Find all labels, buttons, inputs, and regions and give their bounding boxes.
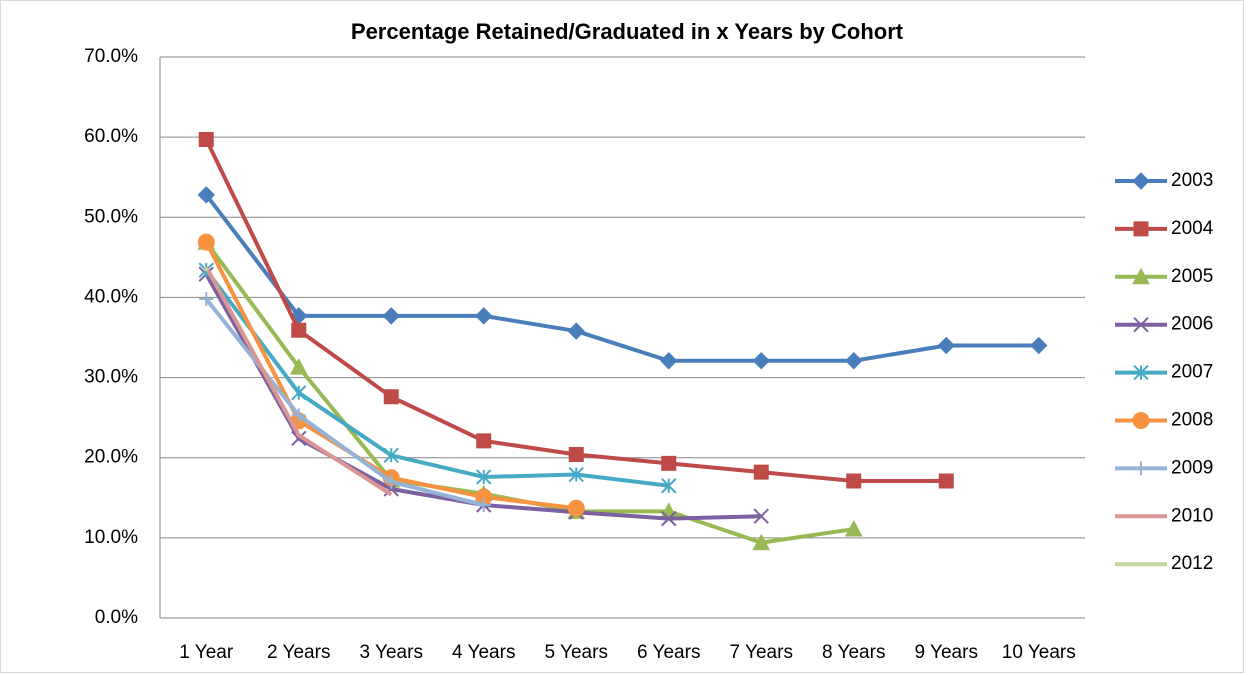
- data-point: [937, 336, 955, 355]
- x-tick-label: 6 Years: [637, 642, 700, 663]
- data-point: [845, 352, 863, 370]
- legend-label: 2008: [1171, 410, 1213, 431]
- data-point: [291, 385, 307, 401]
- y-tick-label: 60.0%: [84, 126, 138, 147]
- series-line: [204, 193, 1039, 363]
- data-point: [289, 358, 308, 375]
- legend-marker: [1133, 316, 1149, 333]
- x-tick-label: 9 Years: [915, 642, 978, 663]
- x-tick-label: 10 Years: [1002, 642, 1076, 663]
- data-point: [752, 352, 770, 370]
- y-tick-label: 70.0%: [84, 46, 138, 67]
- data-point: [568, 447, 584, 463]
- x-tick-label: 7 Years: [730, 642, 793, 663]
- data-point: [753, 508, 769, 524]
- data-point: [844, 519, 863, 537]
- data-point: [383, 447, 399, 464]
- data-point: [661, 455, 677, 471]
- y-tick-label: 0.0%: [95, 607, 138, 628]
- data-point: [938, 473, 954, 489]
- data-point: [197, 233, 215, 251]
- data-point: [291, 322, 307, 338]
- legend-marker: [1133, 221, 1149, 237]
- legend-label: 2012: [1171, 553, 1213, 574]
- y-tick-label: 20.0%: [84, 447, 138, 468]
- y-tick-label: 10.0%: [84, 527, 138, 548]
- legend-label: 2009: [1171, 457, 1213, 478]
- y-tick-label: 30.0%: [84, 367, 138, 388]
- legend-label: 2005: [1171, 266, 1213, 287]
- chart-title: Percentage Retained/Graduated in x Years…: [351, 19, 904, 44]
- data-point: [197, 186, 215, 204]
- legend-label: 2003: [1171, 170, 1213, 191]
- data-point: [199, 292, 214, 307]
- x-tick-label: 2 Years: [267, 642, 330, 663]
- legend-marker: [1132, 172, 1150, 190]
- legend-label: 2007: [1171, 362, 1213, 383]
- legend-marker: [1132, 267, 1150, 285]
- data-point: [846, 473, 862, 489]
- data-point: [752, 533, 771, 551]
- legend-marker: [1134, 461, 1148, 476]
- data-point: [476, 497, 491, 512]
- series-line: [204, 297, 485, 507]
- data-point: [660, 352, 678, 370]
- y-tick-label: 50.0%: [84, 206, 138, 227]
- legend-marker: [1132, 412, 1150, 429]
- data-point: [475, 307, 493, 325]
- data-point: [1030, 336, 1048, 355]
- x-tick-label: 3 Years: [360, 642, 423, 663]
- data-point: [291, 430, 307, 447]
- data-point: [567, 499, 585, 517]
- data-point: [198, 132, 214, 148]
- x-tick-label: 8 Years: [822, 642, 885, 663]
- data-point: [384, 474, 399, 489]
- x-tick-label: 4 Years: [452, 642, 515, 663]
- data-point: [661, 510, 677, 527]
- legend-label: 2010: [1171, 505, 1213, 526]
- legend-label: 2006: [1171, 314, 1213, 335]
- data-point: [568, 466, 584, 483]
- legend-label: 2004: [1171, 218, 1214, 239]
- series-line: [204, 266, 393, 497]
- data-point: [476, 469, 492, 485]
- y-tick-label: 40.0%: [84, 286, 138, 307]
- data-point: [382, 307, 400, 325]
- data-point: [661, 478, 677, 494]
- data-point: [476, 433, 492, 449]
- data-point: [291, 408, 306, 423]
- data-point: [753, 464, 769, 480]
- data-point: [383, 389, 399, 405]
- x-tick-label: 1 Year: [179, 642, 234, 663]
- x-tick-label: 5 Years: [545, 642, 608, 663]
- data-point: [567, 322, 585, 340]
- legend-marker: [1133, 364, 1149, 381]
- data-point: [204, 267, 209, 272]
- series-line: [204, 268, 669, 488]
